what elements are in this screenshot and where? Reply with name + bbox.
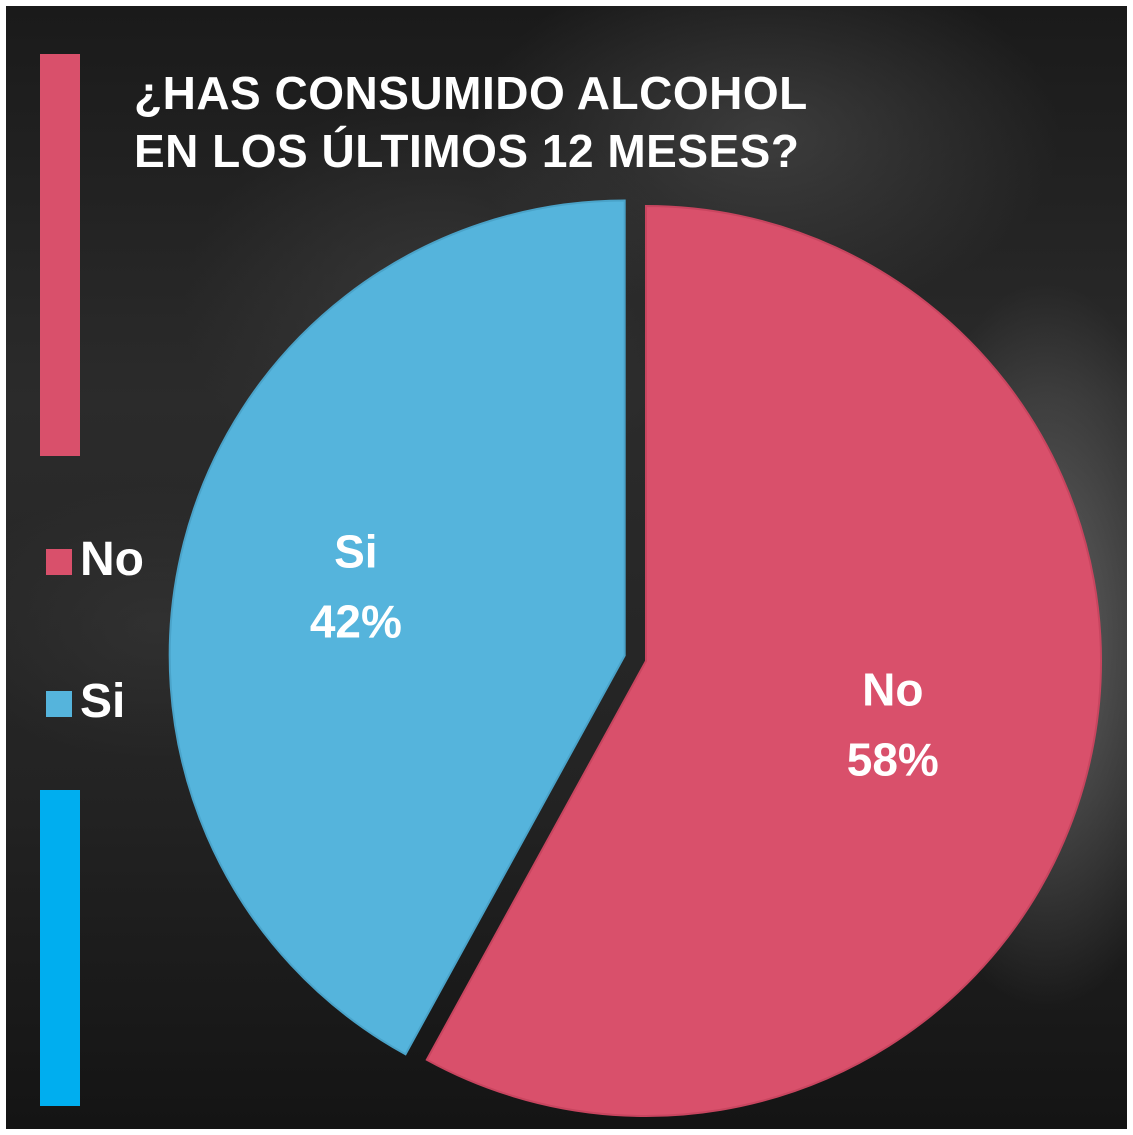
pie-slice-si <box>168 199 626 1056</box>
slice-label-si-value: 42% <box>310 596 402 648</box>
legend-swatch-no <box>46 549 72 575</box>
legend-item-si: Si <box>46 666 144 736</box>
chart-frame: ¿HAS CONSUMIDO ALCOHOL EN LOS ÚLTIMOS 12… <box>6 6 1127 1129</box>
accent-bar-top <box>40 54 80 456</box>
legend-label-si: Si <box>80 674 126 728</box>
slice-label-si-name: Si <box>334 526 377 578</box>
legend-item-no: No <box>46 524 144 594</box>
legend-swatch-si <box>46 691 72 717</box>
chart-title-line-2: EN LOS ÚLTIMOS 12 MESES? <box>134 125 800 177</box>
pie-slice-no <box>425 204 1102 1117</box>
slice-label-no-value: 58% <box>847 733 939 785</box>
legend: No Si <box>46 524 144 808</box>
chart-title: ¿HAS CONSUMIDO ALCOHOL EN LOS ÚLTIMOS 12… <box>134 64 808 180</box>
legend-label-no: No <box>80 532 144 586</box>
slice-label-no-name: No <box>862 663 923 715</box>
pie-chart: No 58% Si 42% <box>168 199 1102 1117</box>
accent-bar-bottom <box>40 790 80 1106</box>
chart-title-line-1: ¿HAS CONSUMIDO ALCOHOL <box>134 67 808 119</box>
